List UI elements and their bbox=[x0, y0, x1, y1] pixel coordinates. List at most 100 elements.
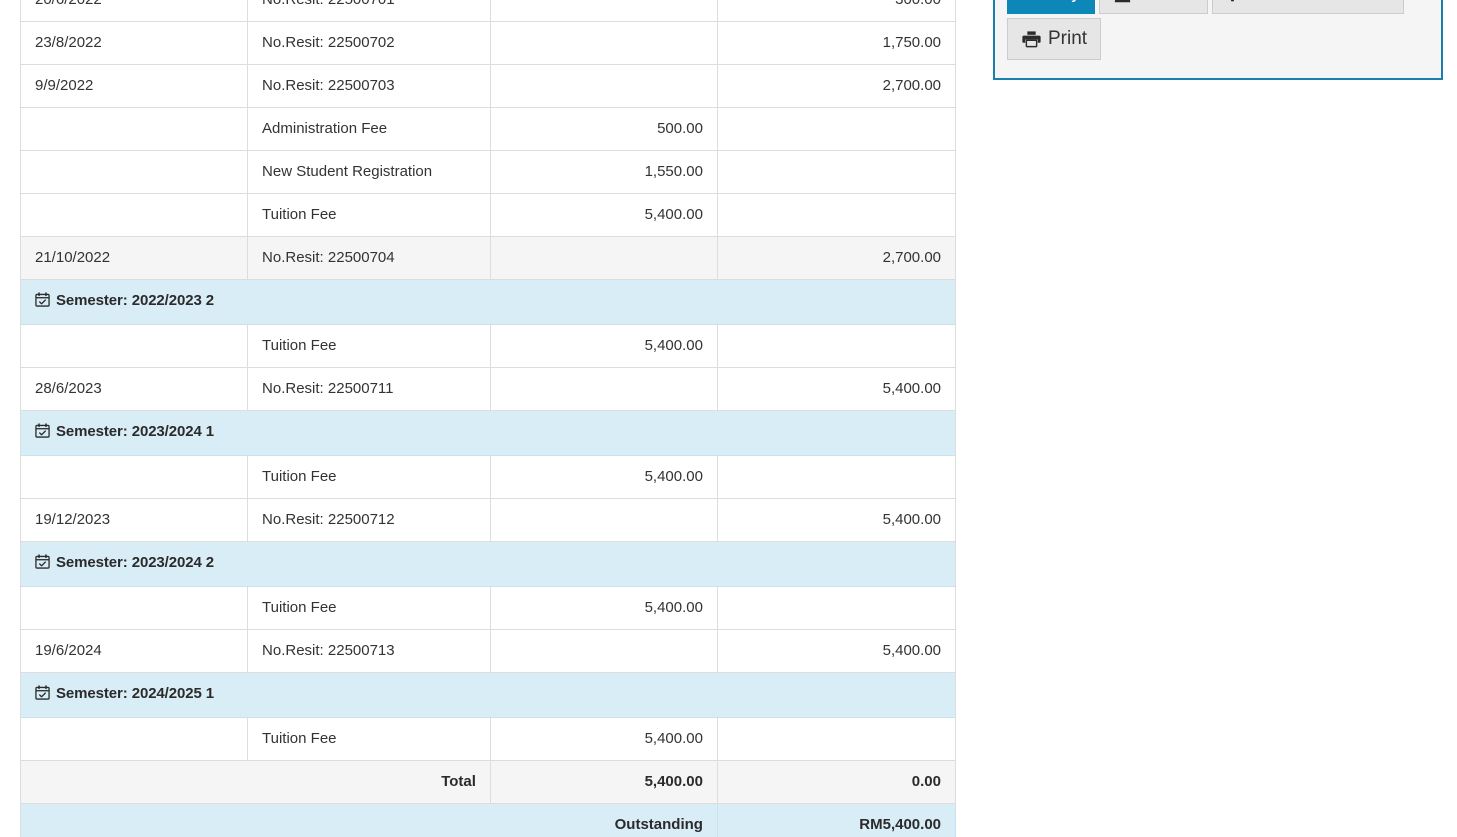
announcements-button[interactable]: Announcements bbox=[1211, 0, 1404, 14]
row-date bbox=[19, 586, 249, 630]
row-debit: 5,400.00 bbox=[489, 324, 718, 368]
bullhorn-icon bbox=[1226, 0, 1246, 3]
table-row: 19/12/2023 No.Resit: 22500712 5,400.00 bbox=[19, 498, 957, 542]
button-label: Print bbox=[1048, 28, 1088, 49]
total-row: Total 5,400.00 0.00 bbox=[20, 760, 957, 804]
row-credit: 1,750.00 bbox=[716, 21, 957, 65]
printer-icon bbox=[1021, 29, 1041, 49]
row-description: No.Resit: 22500711 bbox=[247, 367, 491, 411]
profile-button[interactable]: Profile bbox=[1098, 0, 1208, 14]
row-description: No.Resit: 22500702 bbox=[247, 21, 491, 65]
semester-label: Semester: 2022/2023 2 bbox=[56, 292, 215, 309]
row-debit bbox=[489, 64, 718, 108]
row-description: No.Resit: 22500701 bbox=[247, 0, 491, 22]
action-button-group: Pay Profile Announcements Print bbox=[1007, 0, 1429, 64]
row-credit: 5,400.00 bbox=[716, 629, 957, 673]
row-credit bbox=[716, 324, 957, 368]
semester-label: Semester: 2023/2024 2 bbox=[56, 554, 215, 571]
row-credit bbox=[716, 150, 957, 194]
row-debit bbox=[489, 629, 718, 673]
row-credit bbox=[716, 586, 957, 630]
row-date: 28/6/2023 bbox=[19, 367, 249, 411]
button-label: Profile bbox=[1140, 0, 1194, 4]
row-description: Administration Fee bbox=[247, 107, 491, 151]
row-credit: 300.00 bbox=[716, 0, 957, 22]
action-panel: Pay Profile Announcements Print bbox=[993, 0, 1443, 80]
print-button[interactable]: Print bbox=[1007, 18, 1102, 60]
table-row: Tuition Fee 5,400.00 bbox=[19, 586, 957, 630]
semester-group-header: Semester: 2023/2024 2 bbox=[20, 541, 956, 587]
table-row: 19/6/2024 No.Resit: 22500713 5,400.00 bbox=[19, 629, 957, 673]
calendar-check-icon bbox=[35, 292, 50, 314]
row-date bbox=[19, 107, 249, 151]
row-credit bbox=[716, 717, 957, 761]
row-description: New Student Registration bbox=[247, 150, 491, 194]
row-debit: 1,550.00 bbox=[489, 150, 718, 194]
row-credit: 5,400.00 bbox=[716, 498, 957, 542]
row-debit bbox=[489, 367, 718, 411]
row-date: 9/9/2022 bbox=[19, 64, 249, 108]
table-row: New Student Registration 1,550.00 bbox=[19, 150, 957, 194]
outstanding-amount: RM5,400.00 bbox=[716, 803, 957, 837]
row-credit bbox=[716, 455, 957, 499]
row-date bbox=[19, 717, 249, 761]
table-row: Tuition Fee 5,400.00 bbox=[19, 455, 957, 499]
row-debit: 5,400.00 bbox=[489, 717, 718, 761]
semester-group-cell: Semester: 2024/2025 1 bbox=[20, 672, 956, 718]
row-description: Tuition Fee bbox=[247, 324, 491, 368]
row-description: No.Resit: 22500712 bbox=[247, 498, 491, 542]
row-description: Tuition Fee bbox=[247, 586, 491, 630]
semester-group-cell: Semester: 2023/2024 1 bbox=[20, 410, 956, 456]
credit-card-icon bbox=[1021, 0, 1041, 3]
semester-group-header: Semester: 2022/2023 2 bbox=[20, 279, 956, 325]
row-date: 19/12/2023 bbox=[19, 498, 249, 542]
row-description: No.Resit: 22500713 bbox=[247, 629, 491, 673]
row-date: 21/10/2022 bbox=[19, 236, 249, 280]
semester-label: Semester: 2023/2024 1 bbox=[56, 423, 215, 440]
row-date bbox=[19, 455, 249, 499]
row-date: 19/6/2024 bbox=[19, 629, 249, 673]
row-date: 20/6/2022 bbox=[19, 0, 249, 22]
table-row: Tuition Fee 5,400.00 bbox=[19, 717, 957, 761]
user-icon bbox=[1113, 0, 1133, 3]
row-debit bbox=[489, 0, 718, 22]
calendar-check-icon bbox=[35, 554, 50, 576]
outstanding-row: Outstanding RM5,400.00 bbox=[20, 803, 957, 837]
table-row: 9/9/2022 No.Resit: 22500703 2,700.00 bbox=[19, 64, 957, 108]
row-credit bbox=[716, 107, 957, 151]
pay-button[interactable]: Pay bbox=[1007, 0, 1095, 14]
row-date bbox=[19, 150, 249, 194]
row-date: 23/8/2022 bbox=[19, 21, 249, 65]
row-debit: 5,400.00 bbox=[489, 586, 718, 630]
row-debit: 5,400.00 bbox=[489, 455, 718, 499]
calendar-check-icon bbox=[35, 423, 50, 445]
row-debit: 500.00 bbox=[489, 107, 718, 151]
row-description: No.Resit: 22500704 bbox=[247, 236, 491, 280]
semester-group-header: Semester: 2024/2025 1 bbox=[20, 672, 956, 718]
semester-group-header: Semester: 2023/2024 1 bbox=[20, 410, 956, 456]
row-description: Tuition Fee bbox=[247, 193, 491, 237]
row-debit bbox=[489, 21, 718, 65]
table-row: 23/8/2022 No.Resit: 22500702 1,750.00 bbox=[19, 21, 957, 65]
row-debit bbox=[489, 236, 718, 280]
button-label: Announcements bbox=[1253, 0, 1390, 4]
row-credit: 2,700.00 bbox=[716, 236, 957, 280]
row-credit bbox=[716, 193, 957, 237]
row-debit: 5,400.00 bbox=[489, 193, 718, 237]
row-credit: 2,700.00 bbox=[716, 64, 957, 108]
table-row: 21/10/2022 No.Resit: 22500704 2,700.00 bbox=[19, 236, 957, 280]
table-row: Tuition Fee 5,400.00 bbox=[19, 193, 957, 237]
row-description: Tuition Fee bbox=[247, 455, 491, 499]
total-credit: 0.00 bbox=[716, 760, 957, 804]
table-row: 28/6/2023 No.Resit: 22500711 5,400.00 bbox=[19, 367, 957, 411]
button-label: Pay bbox=[1048, 0, 1081, 4]
row-description: No.Resit: 22500703 bbox=[247, 64, 491, 108]
table-row: Tuition Fee 5,400.00 bbox=[19, 324, 957, 368]
calendar-check-icon bbox=[35, 685, 50, 707]
total-debit: 5,400.00 bbox=[489, 760, 718, 804]
semester-group-cell: Semester: 2023/2024 2 bbox=[20, 541, 956, 587]
